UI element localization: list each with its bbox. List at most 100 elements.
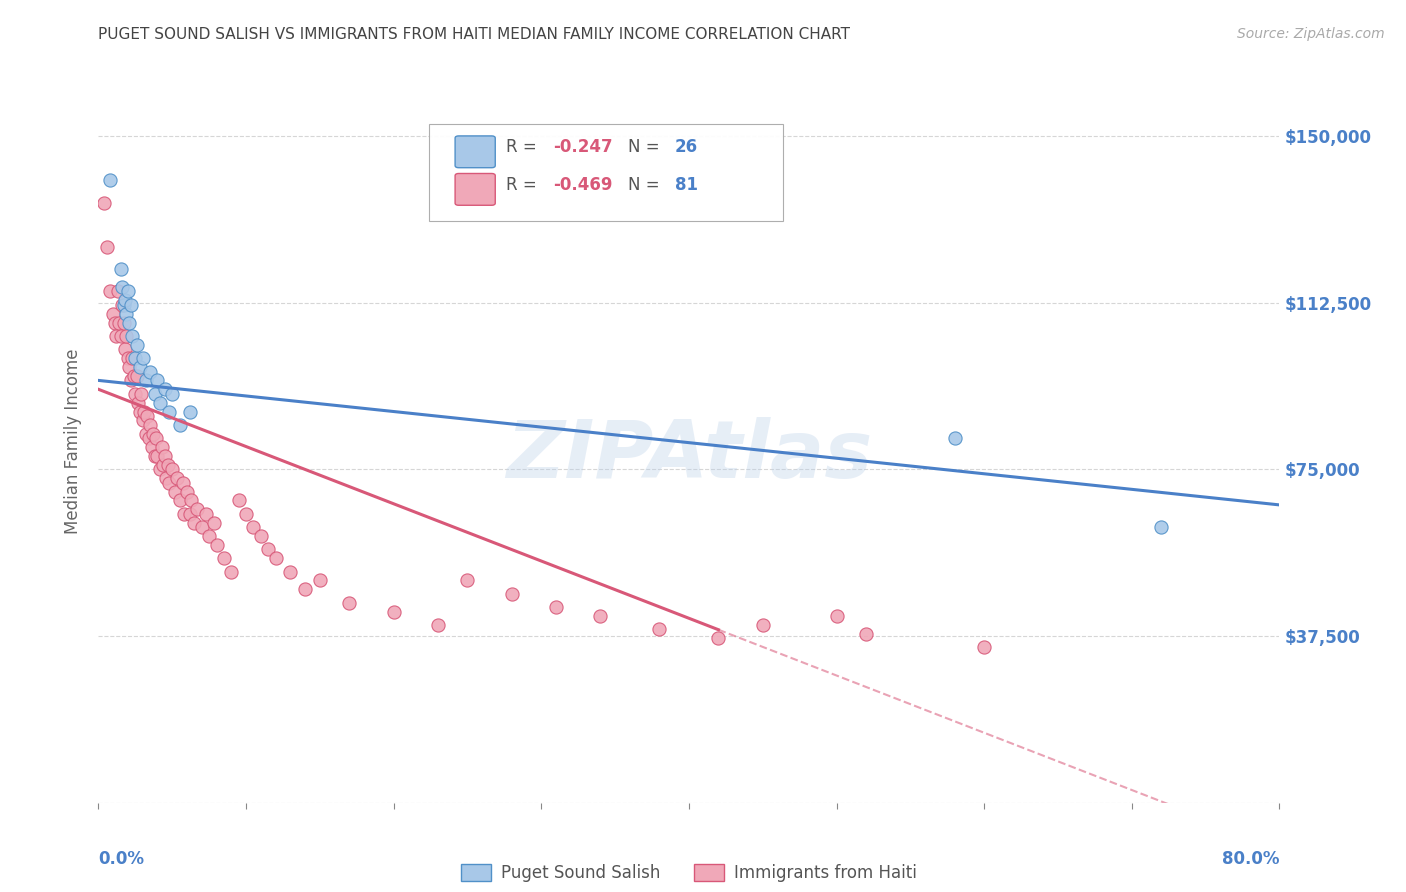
Point — [103, 307, 125, 321]
Point — [128, 360, 150, 375]
Point — [166, 471, 188, 485]
Point — [124, 386, 146, 401]
Point — [96, 240, 118, 254]
Point — [149, 462, 172, 476]
Point — [117, 285, 139, 299]
Point — [124, 351, 146, 366]
Point — [589, 609, 612, 624]
Point — [132, 413, 155, 427]
Point — [198, 529, 221, 543]
Point — [125, 368, 148, 383]
Point — [176, 484, 198, 499]
Text: R =: R = — [506, 176, 541, 194]
Point — [179, 404, 201, 418]
Point — [242, 520, 264, 534]
Point — [107, 285, 129, 299]
Point — [180, 493, 202, 508]
FancyBboxPatch shape — [429, 124, 783, 221]
Point — [427, 618, 450, 632]
Point — [169, 417, 191, 432]
Point — [150, 440, 173, 454]
Point — [125, 338, 148, 352]
Point — [118, 316, 141, 330]
Point — [195, 507, 218, 521]
Point — [264, 551, 287, 566]
Point — [973, 640, 995, 655]
Point — [162, 386, 183, 401]
Point — [138, 431, 160, 445]
Point — [121, 351, 143, 366]
Point — [221, 565, 243, 579]
Point — [136, 409, 159, 423]
Point — [235, 507, 257, 521]
Point — [120, 298, 142, 312]
Point — [228, 493, 250, 508]
Point — [153, 382, 176, 396]
Text: N =: N = — [627, 137, 665, 156]
Point — [752, 618, 775, 632]
Point — [165, 484, 187, 499]
FancyBboxPatch shape — [456, 173, 495, 205]
Point — [115, 329, 138, 343]
Point — [120, 373, 142, 387]
Point — [135, 373, 157, 387]
Point — [943, 431, 966, 445]
Point — [156, 458, 179, 472]
Point — [546, 600, 568, 615]
Text: Source: ZipAtlas.com: Source: ZipAtlas.com — [1237, 27, 1385, 41]
Text: -0.247: -0.247 — [553, 137, 613, 156]
Text: R =: R = — [506, 137, 541, 156]
Point — [169, 493, 191, 508]
Point — [104, 316, 127, 330]
Point — [135, 426, 157, 441]
Point — [212, 551, 235, 566]
Point — [112, 316, 135, 330]
FancyBboxPatch shape — [456, 136, 495, 168]
Point — [155, 471, 177, 485]
Point — [127, 395, 149, 409]
Point — [143, 449, 166, 463]
Point — [110, 329, 132, 343]
Point — [183, 516, 205, 530]
Point — [855, 627, 877, 641]
Point — [105, 329, 128, 343]
Point — [139, 364, 162, 378]
Point — [179, 507, 201, 521]
Point — [132, 351, 155, 366]
Point — [294, 582, 316, 597]
Point — [141, 440, 163, 454]
Point — [114, 343, 136, 357]
Y-axis label: Median Family Income: Median Family Income — [65, 349, 83, 534]
Text: -0.469: -0.469 — [553, 176, 613, 194]
Point — [93, 195, 115, 210]
Point — [173, 507, 195, 521]
Point — [162, 462, 183, 476]
Point — [152, 458, 174, 472]
Point — [129, 386, 152, 401]
Point — [153, 449, 176, 463]
Text: ZIPAtlas: ZIPAtlas — [506, 417, 872, 495]
Text: PUGET SOUND SALISH VS IMMIGRANTS FROM HAITI MEDIAN FAMILY INCOME CORRELATION CHA: PUGET SOUND SALISH VS IMMIGRANTS FROM HA… — [98, 27, 851, 42]
Point — [108, 316, 131, 330]
Point — [146, 449, 169, 463]
Point — [111, 298, 134, 312]
Point — [118, 360, 141, 375]
Point — [134, 404, 156, 418]
Point — [139, 417, 162, 432]
Text: 81: 81 — [675, 176, 697, 194]
Point — [339, 596, 361, 610]
Point — [205, 538, 228, 552]
Point — [112, 298, 135, 312]
Point — [257, 542, 280, 557]
Point — [145, 431, 167, 445]
Text: N =: N = — [627, 176, 665, 194]
Point — [157, 404, 180, 418]
Point — [707, 632, 730, 646]
Point — [250, 529, 273, 543]
Point — [117, 351, 139, 366]
Point — [825, 609, 848, 624]
Point — [202, 516, 225, 530]
Text: 26: 26 — [675, 137, 697, 156]
Point — [142, 426, 165, 441]
Point — [143, 386, 166, 401]
